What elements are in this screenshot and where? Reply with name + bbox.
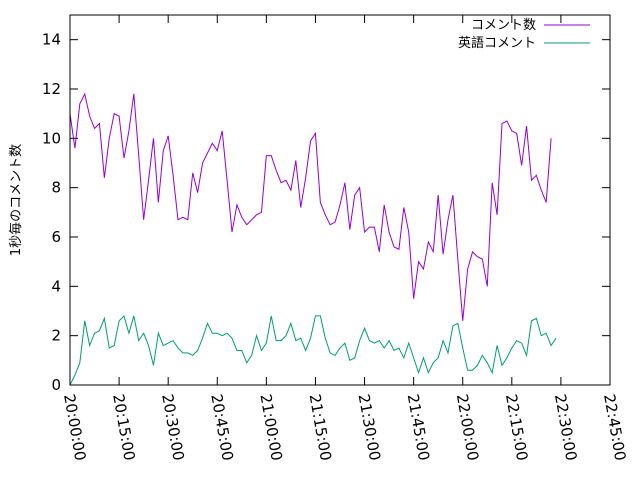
- x-tick-label: 21:45:00: [404, 393, 433, 462]
- x-tick-label: 20:00:00: [60, 393, 89, 462]
- x-tick-label: 21:30:00: [355, 393, 384, 462]
- x-tick-label: 22:45:00: [600, 393, 629, 462]
- y-tick-label: 4: [51, 277, 61, 295]
- x-tick-label: 20:45:00: [207, 393, 236, 462]
- x-tick-label: 22:00:00: [453, 393, 482, 462]
- x-tick-label: 20:15:00: [109, 393, 138, 462]
- y-axis-title: 1秒毎のコメント数: [8, 144, 24, 256]
- x-tick-label: 21:00:00: [256, 393, 285, 462]
- y-tick-label: 10: [42, 129, 61, 147]
- x-tick-label: 21:15:00: [306, 393, 335, 462]
- x-tick-label: 20:30:00: [158, 393, 187, 462]
- series-line-1: [69, 314, 557, 386]
- legend-label-1: 英語コメント: [458, 35, 536, 51]
- y-tick-label: 12: [42, 80, 61, 98]
- legend-label-0: コメント数: [471, 18, 536, 33]
- x-tick-label: 22:15:00: [502, 393, 531, 462]
- series: [69, 92, 557, 386]
- x-tick-label: 22:30:00: [551, 393, 580, 462]
- plot-frame: [69, 14, 611, 386]
- y-tick-label: 6: [51, 228, 61, 246]
- y-tick-label: 0: [51, 376, 61, 394]
- y-axis-title-group: 1秒毎のコメント数: [8, 144, 24, 256]
- y-tick-label: 8: [51, 179, 61, 197]
- series-line-0: [69, 92, 552, 321]
- y-tick-label: 2: [51, 327, 61, 345]
- ticks: 0 2 4 6 8 10 12 14 20:00:00 20:15:00 20:30:00 20:45…: [42, 15, 629, 462]
- y-tick-label: 14: [42, 31, 61, 49]
